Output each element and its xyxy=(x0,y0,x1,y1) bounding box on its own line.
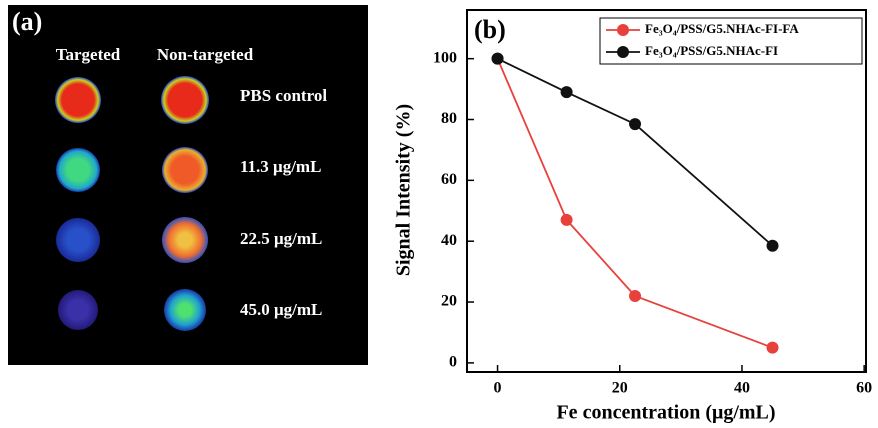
x-tick-label: 60 xyxy=(856,380,872,397)
y-tick-label: 80 xyxy=(441,110,457,127)
data-point xyxy=(629,290,641,302)
series-line xyxy=(498,59,773,348)
column-header: Targeted xyxy=(56,45,121,64)
y-tick-label: 20 xyxy=(441,293,457,310)
row-label: 45.0 μg/mL xyxy=(240,300,322,319)
sample-spot xyxy=(162,147,208,193)
legend-label: Fe₃O₄/PSS/G5.NHAc-FI xyxy=(645,43,778,58)
data-point xyxy=(561,86,573,98)
data-point xyxy=(767,342,779,354)
row-label: 22.5 μg/mL xyxy=(240,229,322,248)
panel-label: (b) xyxy=(474,15,506,44)
legend-marker xyxy=(617,24,629,36)
x-tick-label: 0 xyxy=(494,380,502,397)
sample-spot xyxy=(164,289,206,331)
row-label: PBS control xyxy=(240,86,327,105)
sample-spot xyxy=(55,77,101,123)
y-tick-label: 100 xyxy=(433,49,457,66)
row-label: 11.3 μg/mL xyxy=(240,157,321,176)
x-axis-title: Fe concentration (μg/mL) xyxy=(556,402,775,424)
data-point xyxy=(629,118,641,130)
sample-spot xyxy=(56,218,100,262)
x-tick-label: 20 xyxy=(612,380,628,397)
legend-label: Fe₃O₄/PSS/G5.NHAc-FI-FA xyxy=(645,21,799,36)
y-axis-title: Signal Intensity (%) xyxy=(393,104,415,276)
sample-spot xyxy=(56,148,100,192)
sample-spot xyxy=(58,290,98,330)
y-tick-label: 60 xyxy=(441,171,457,188)
panel-label: (a) xyxy=(12,7,42,36)
data-point xyxy=(561,214,573,226)
x-tick-label: 40 xyxy=(734,380,750,397)
data-point xyxy=(492,53,504,65)
panel-a: (a) Targeted Non-targeted PBS control 11… xyxy=(8,5,368,365)
sample-spot xyxy=(162,217,208,263)
sample-spot xyxy=(161,76,209,124)
figure: (a) Targeted Non-targeted PBS control 11… xyxy=(0,0,878,428)
legend-marker xyxy=(617,46,629,58)
y-tick-label: 0 xyxy=(449,354,457,371)
column-header: Non-targeted xyxy=(157,45,254,64)
series-line xyxy=(498,59,773,246)
data-point xyxy=(767,240,779,252)
y-tick-label: 40 xyxy=(441,232,457,249)
